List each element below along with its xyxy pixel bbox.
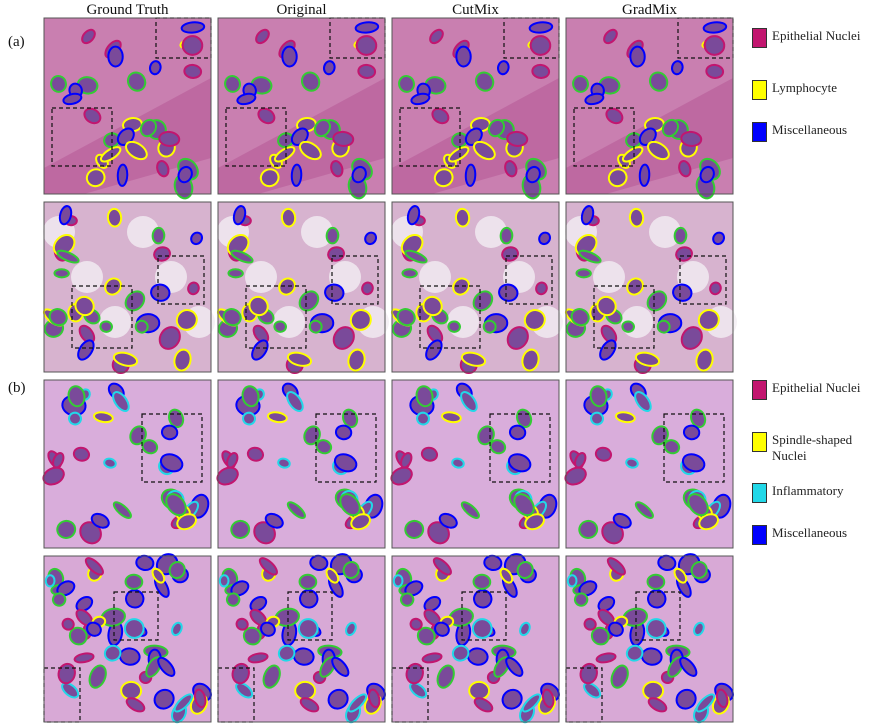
nucleus <box>228 269 243 277</box>
nucleus <box>630 47 645 67</box>
nucleus <box>182 35 204 56</box>
nucleus <box>299 574 316 589</box>
panel-label: (b) <box>8 380 26 397</box>
nucleus <box>629 208 644 227</box>
nucleus <box>706 64 724 79</box>
nucleus <box>295 682 315 700</box>
image-panel <box>41 202 215 376</box>
vacuole <box>71 261 103 293</box>
image-panel <box>215 380 386 548</box>
legend-swatch <box>752 122 767 142</box>
nucleus <box>54 269 69 277</box>
nucleus <box>643 682 663 700</box>
vacuole <box>245 261 277 293</box>
panel-label: (a) <box>8 34 25 51</box>
image-panel <box>44 18 211 200</box>
legend-swatch <box>752 380 767 400</box>
legend-label: Epithelial Nuclei <box>772 380 872 396</box>
nucleus <box>152 228 164 244</box>
nucleus <box>455 208 470 227</box>
nucleus <box>639 164 649 186</box>
vacuole <box>593 261 625 293</box>
nucleus <box>117 164 127 186</box>
nucleus <box>291 164 301 186</box>
column-header: CutMix <box>392 2 559 19</box>
nucleus <box>274 321 287 333</box>
nucleus <box>500 228 512 244</box>
nucleus <box>674 228 686 244</box>
image-panel <box>566 18 733 200</box>
legend-label: Inflammatory <box>772 483 872 499</box>
legend-label: Spindle-shaped Nuclei <box>772 432 872 464</box>
nucleus <box>448 321 461 333</box>
vacuole <box>419 261 451 293</box>
nucleus <box>704 35 726 56</box>
nucleus <box>356 35 378 56</box>
image-panel <box>566 550 736 724</box>
image-panel <box>392 550 562 724</box>
image-panel <box>215 202 389 376</box>
nucleus <box>220 575 229 587</box>
image-panel <box>218 18 385 200</box>
column-header: Original <box>218 2 385 19</box>
nucleus <box>402 269 417 277</box>
image-panel <box>389 202 563 376</box>
legend-label: Miscellaneous <box>772 525 872 541</box>
nucleus <box>622 321 635 333</box>
nucleus <box>358 64 376 79</box>
nucleus <box>108 47 123 67</box>
nucleus <box>121 682 141 700</box>
legend-label: Miscellaneous <box>772 122 872 138</box>
image-panel <box>563 380 734 548</box>
nucleus <box>107 208 122 227</box>
image-panel <box>563 202 737 376</box>
figure: {"column_headers": ["Ground Truth", "Ori… <box>0 0 875 724</box>
legend-swatch <box>752 525 767 545</box>
nucleus <box>326 228 338 244</box>
legend-swatch <box>752 28 767 48</box>
nucleus <box>184 64 202 79</box>
nucleus <box>100 321 113 333</box>
column-header: Ground Truth <box>44 2 211 19</box>
nucleus <box>465 164 475 186</box>
legend-swatch <box>752 432 767 452</box>
nucleus <box>456 47 471 67</box>
legend-swatch <box>752 483 767 503</box>
nucleus <box>532 64 550 79</box>
image-panel <box>218 550 388 724</box>
nucleus <box>473 574 490 589</box>
nucleus <box>281 208 296 227</box>
nucleus <box>282 47 297 67</box>
image-panel <box>392 18 559 200</box>
column-header: GradMix <box>566 2 733 19</box>
image-grid <box>0 0 875 724</box>
nucleus <box>125 574 142 589</box>
nucleus <box>576 269 591 277</box>
image-panel <box>389 380 560 548</box>
nucleus <box>647 574 664 589</box>
nucleus <box>46 575 55 587</box>
nucleus <box>530 35 552 56</box>
image-panel <box>41 380 212 548</box>
nucleus <box>394 575 403 587</box>
nucleus <box>469 682 489 700</box>
image-panel <box>44 550 214 724</box>
legend-label: Lymphocyte <box>772 80 872 96</box>
nucleus <box>568 575 577 587</box>
legend-swatch <box>752 80 767 100</box>
legend-label: Epithelial Nuclei <box>772 28 872 44</box>
